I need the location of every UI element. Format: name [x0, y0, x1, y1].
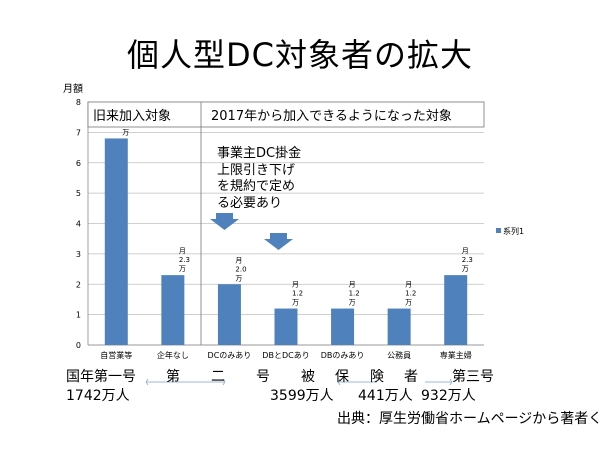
- annotation-line: 上限引き下げ: [217, 162, 296, 178]
- x-tick-label: 企年なし: [157, 350, 189, 360]
- cat2-char: 二: [211, 369, 225, 385]
- data-label: 月: [405, 281, 412, 289]
- cat2-char: 号: [256, 369, 270, 385]
- bar: [444, 275, 468, 345]
- data-label: 1.2: [292, 290, 303, 298]
- data-label: 万: [292, 299, 299, 307]
- data-label: 万: [349, 299, 356, 307]
- annotation-note: 事業主DC掛金 上限引き下げ を規約で定め る必要あり: [217, 146, 301, 212]
- y-tick-label: 5: [76, 189, 81, 198]
- bar: [217, 284, 241, 345]
- bar: [331, 308, 355, 345]
- data-label: 月: [292, 281, 299, 289]
- x-axis-labels: 自営業等 企年なし DCのみあり DBとDCあり DBのみあり 公務員 専業主婦: [100, 350, 471, 360]
- y-tick-label: 1: [76, 311, 81, 320]
- down-arrow-icon: [210, 213, 239, 230]
- cat2-count-a: 3599万人: [270, 388, 334, 404]
- legend-label: 系列1: [503, 226, 524, 236]
- data-label: 月: [349, 281, 356, 289]
- y-tick-label: 0: [76, 341, 81, 350]
- x-tick-label: 公務員: [387, 350, 411, 360]
- data-label: 月: [179, 247, 186, 255]
- cat2-char: 者: [404, 369, 418, 385]
- x-tick-label: DCのみあり: [208, 351, 252, 360]
- data-label: 万: [235, 274, 242, 282]
- data-label: 月: [462, 247, 469, 255]
- annotation-line: を規約で定め: [217, 179, 296, 194]
- data-label: 1.2: [405, 290, 416, 298]
- annotation-line: 事業主DC掛金: [217, 146, 302, 161]
- y-tick-label: 2: [76, 280, 81, 289]
- cat1-name: 国年第一号: [66, 369, 136, 385]
- group-label-new: 2017年から加入できるようになった対象: [211, 109, 452, 124]
- group-header-box: [87, 101, 485, 128]
- y-axis-title: 月額: [63, 82, 83, 95]
- group-label-old: 旧来加入対象: [93, 109, 171, 124]
- annotation-line: る必要あり: [217, 195, 283, 211]
- data-label: 2.0: [235, 265, 246, 273]
- down-arrow-icon-2: [264, 233, 293, 250]
- bar: [104, 138, 128, 345]
- bar: [274, 308, 298, 345]
- slide-title: 個人型DC対象者の拡大: [127, 36, 473, 74]
- legend-swatch: [496, 228, 501, 233]
- x-tick-label: 自営業等: [100, 350, 132, 360]
- cat1-count: 1742万人: [66, 388, 130, 404]
- x-tick-label: DBとDCあり: [262, 351, 309, 360]
- bars: [104, 138, 468, 345]
- bar: [161, 275, 185, 345]
- y-tick-label: 6: [76, 159, 81, 168]
- bar: [387, 308, 411, 345]
- cat3-name: 第三号: [452, 369, 494, 385]
- cat2-char: 険: [370, 369, 384, 385]
- x-tick-label: DBのみあり: [321, 351, 365, 360]
- data-label: 月: [235, 256, 242, 264]
- source-note: 出典：厚生労働省ホームページから著者く作成: [337, 411, 600, 427]
- data-label: 万: [405, 299, 412, 307]
- data-label: 万: [462, 265, 469, 273]
- data-label: 万: [122, 128, 129, 136]
- cat2-count-b: 441万人: [358, 388, 413, 404]
- y-tick-label: 3: [76, 250, 81, 259]
- cat2-char: 保: [335, 369, 349, 385]
- x-tick-label: 専業主婦: [440, 350, 472, 360]
- bracket-arrows: [145, 378, 453, 386]
- data-label: 万: [179, 265, 186, 273]
- y-tick-label: 4: [76, 220, 81, 229]
- y-tick-label: 7: [76, 128, 81, 137]
- data-label: 1.2: [349, 290, 360, 298]
- y-tick-label: 8: [76, 98, 81, 107]
- data-label: 2.3: [179, 256, 190, 264]
- cat2-char: 被: [301, 369, 315, 385]
- cat2-char: 第: [166, 369, 180, 385]
- cat3-count: 932万人: [421, 388, 476, 404]
- data-label: 2.3: [462, 256, 473, 264]
